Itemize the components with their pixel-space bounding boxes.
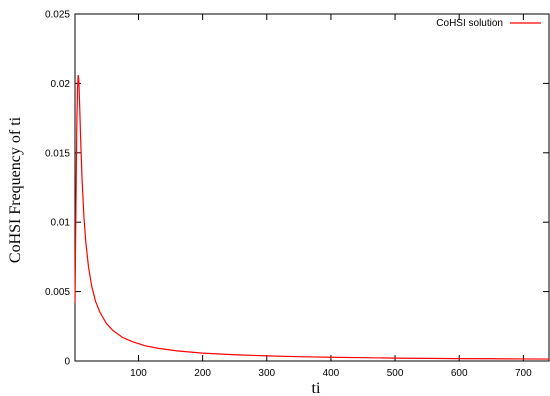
x-axis-title: ti	[312, 380, 321, 396]
legend-entry-label: CoHSI solution	[436, 18, 503, 29]
x-tick-label: 300	[258, 368, 275, 379]
y-tick-label: 0.005	[45, 287, 70, 298]
y-tick-label: 0.025	[45, 10, 70, 21]
y-axis-title: CoHSI Frequency of ti	[7, 116, 24, 263]
series-line-cohsi-solution	[74, 75, 550, 360]
plot-frame	[74, 13, 550, 362]
y-axis-ticks: 0 0.005 0.01 0.015 0.02 0.025	[45, 10, 549, 368]
x-tick-label: 500	[387, 368, 404, 379]
y-tick-label: 0.01	[51, 218, 71, 229]
y-tick-label: 0	[64, 357, 70, 368]
x-tick-label: 100	[130, 368, 147, 379]
x-tick-label: 400	[323, 368, 340, 379]
x-tick-label: 200	[194, 368, 211, 379]
y-tick-label: 0.015	[45, 148, 70, 159]
x-axis-ticks: 100 200 300 400 500 600 700	[130, 14, 532, 379]
y-tick-label: 0.02	[51, 79, 71, 90]
x-tick-label: 700	[515, 368, 532, 379]
legend: CoHSI solution	[436, 18, 541, 29]
x-tick-label: 600	[451, 368, 468, 379]
